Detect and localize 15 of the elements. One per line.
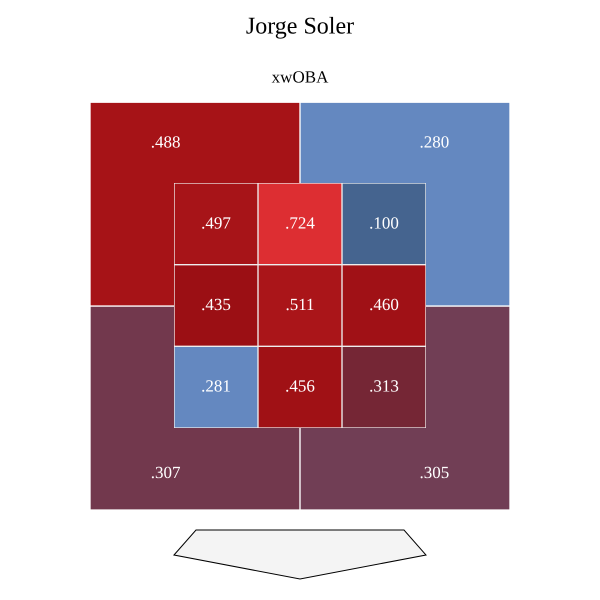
chart-title: Jorge Soler	[246, 14, 354, 40]
data-label: .456	[285, 376, 315, 396]
data-label: .497	[201, 213, 232, 232]
data-label: .435	[201, 294, 231, 314]
data-label: .488	[150, 132, 180, 152]
data-label: .307	[150, 462, 181, 482]
chart-subtitle: xwOBA	[272, 67, 330, 86]
data-label: .280	[420, 132, 450, 152]
data-label: .313	[369, 376, 399, 396]
data-label: .511	[285, 294, 315, 314]
data-label: .724	[285, 213, 316, 232]
data-label: .100	[369, 213, 399, 232]
data-label: .305	[420, 462, 450, 482]
data-label: .281	[201, 376, 231, 396]
data-label: .460	[369, 294, 399, 314]
